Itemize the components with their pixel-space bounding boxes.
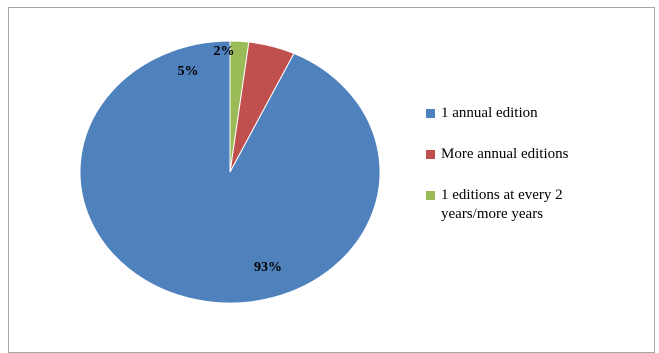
data-label-0: 93% — [254, 260, 282, 275]
pie-chart: 93% 5% 2% — [79, 40, 381, 304]
legend-item-more-annual-editions: More annual editions — [426, 145, 646, 164]
legend-item-1-annual-edition: 1 annual edition — [426, 104, 646, 123]
legend-swatch-green — [426, 191, 435, 200]
legend-swatch-blue — [426, 109, 435, 118]
pie-slice-2 — [229, 40, 250, 173]
legend-label: More annual editions — [441, 146, 569, 162]
legend-label: 1 editions at every 2 years/more years — [441, 187, 563, 222]
legend-swatch-red — [426, 150, 435, 159]
legend: 1 annual edition More annual editions 1 … — [426, 104, 646, 246]
data-label-1: 5% — [178, 64, 199, 79]
data-label-2: 2% — [214, 44, 235, 59]
legend-label: 1 annual edition — [441, 105, 538, 121]
legend-item-every-2-years: 1 editions at every 2 years/more years — [426, 186, 646, 224]
